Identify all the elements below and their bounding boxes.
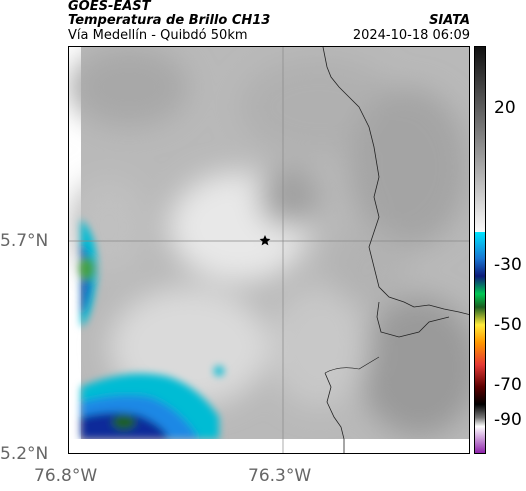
border-line — [322, 47, 469, 315]
x-tick-label: 76.8°W — [34, 466, 98, 486]
title-product: Temperatura de Brillo CH13 — [68, 13, 271, 28]
colorbar-label: -90 — [494, 410, 522, 430]
title-satellite: GOES-EAST — [68, 0, 151, 14]
satellite-map — [68, 46, 470, 454]
border-line — [324, 372, 345, 453]
colorbar-label: -70 — [494, 375, 522, 395]
org-label: SIATA — [429, 13, 470, 28]
colorbar-label: 20 — [494, 98, 516, 118]
y-tick-label: 5.7°N — [0, 231, 49, 251]
y-tick-label: 5.2°N — [0, 444, 49, 464]
border-line — [324, 356, 380, 374]
datetime-label: 2024-10-18 06:09 — [352, 28, 470, 43]
colorbar — [474, 46, 486, 454]
star-icon — [259, 235, 271, 246]
map-canvas — [69, 47, 469, 453]
colorbar-label: -30 — [494, 255, 522, 275]
colorbar-label: -50 — [494, 315, 522, 335]
border-line — [376, 301, 450, 338]
subtitle-region: Vía Medellín - Quibdó 50km — [68, 28, 248, 43]
x-tick-label: 76.3°W — [248, 466, 312, 486]
